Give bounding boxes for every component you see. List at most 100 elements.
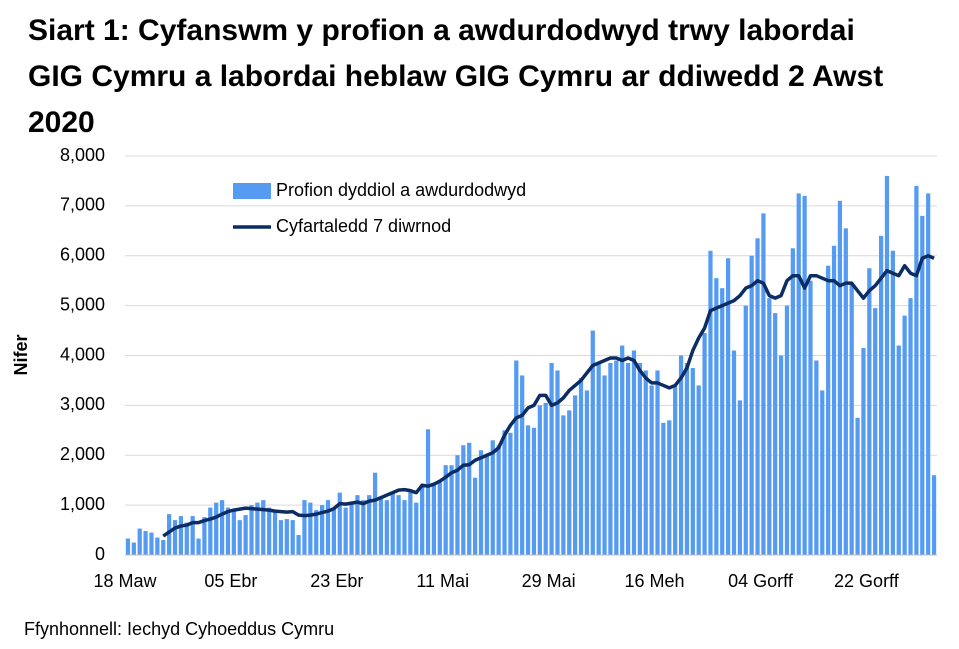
- bar: [614, 360, 619, 555]
- bar: [172, 520, 178, 555]
- bar: [408, 490, 413, 555]
- bar: [431, 485, 437, 555]
- bar: [131, 542, 136, 555]
- y-tick-label: 0: [95, 544, 105, 564]
- bar: [831, 245, 837, 555]
- bar: [826, 265, 831, 555]
- bar: [390, 492, 395, 555]
- bar: [802, 195, 807, 555]
- bar: [578, 377, 584, 555]
- bar: [643, 370, 648, 555]
- bar: [920, 215, 925, 555]
- legend-label: Profion dyddiol a awdurdodwyd: [276, 180, 526, 200]
- y-tick-label: 7,000: [60, 195, 105, 215]
- bar: [208, 507, 213, 555]
- bar: [237, 520, 242, 555]
- bar: [743, 305, 748, 555]
- bar: [143, 531, 148, 555]
- bar: [261, 500, 266, 555]
- bar: [319, 505, 325, 555]
- bar: [784, 305, 790, 555]
- bar: [367, 495, 372, 555]
- bar: [214, 502, 219, 555]
- bar: [714, 278, 719, 555]
- bar: [620, 345, 625, 555]
- bar: [761, 213, 766, 555]
- bar: [343, 507, 348, 555]
- bar: [514, 360, 519, 555]
- x-tick-label: 23 Ebr: [310, 571, 363, 591]
- bar: [543, 402, 548, 555]
- bar: [502, 430, 507, 555]
- bar: [843, 228, 848, 555]
- bar: [796, 193, 801, 555]
- bar: [184, 522, 189, 555]
- bar: [461, 445, 466, 555]
- bar: [414, 502, 419, 555]
- bar: [878, 235, 884, 556]
- bar: [667, 420, 672, 555]
- bar: [296, 535, 301, 555]
- bar: [455, 455, 460, 555]
- bar: [637, 362, 642, 555]
- bar: [284, 519, 289, 555]
- legend-swatch: [233, 183, 271, 199]
- chart-title: Siart 1: Cyfanswm y profion a awdurdodwy…: [28, 14, 884, 139]
- bar: [690, 367, 695, 555]
- bar: [737, 400, 743, 555]
- bar: [790, 248, 795, 556]
- bar: [531, 427, 537, 555]
- bar: [684, 362, 690, 555]
- bar: [808, 280, 813, 555]
- bar: [219, 500, 225, 555]
- bar: [155, 537, 160, 555]
- bar: [873, 308, 878, 555]
- y-tick-label: 2,000: [60, 444, 105, 464]
- bar: [631, 350, 637, 555]
- bar: [837, 200, 843, 555]
- bar: [849, 283, 854, 555]
- bar: [225, 507, 231, 555]
- bar: [555, 370, 560, 555]
- bar: [349, 502, 354, 555]
- x-tick-label: 11 Mai: [416, 571, 469, 591]
- bar: [673, 385, 678, 555]
- source: Ffynhonnell: Iechyd Cyhoeddus Cymru: [24, 619, 334, 639]
- bar: [420, 485, 425, 555]
- bar: [202, 517, 207, 555]
- bar: [926, 193, 931, 555]
- bar: [249, 505, 254, 555]
- bar: [720, 288, 725, 555]
- bar: [472, 477, 478, 555]
- bar: [902, 315, 907, 555]
- bar: [149, 532, 154, 555]
- bar: [167, 514, 172, 555]
- bar: [661, 422, 666, 555]
- bar: [608, 362, 613, 555]
- bar: [490, 440, 495, 555]
- bar: [855, 417, 860, 555]
- bar: [467, 442, 472, 555]
- bar: [308, 502, 313, 555]
- bar: [302, 500, 307, 555]
- bar: [496, 445, 501, 555]
- bar: [125, 538, 131, 555]
- bar: [596, 362, 601, 555]
- bar: [884, 175, 890, 555]
- bar: [567, 410, 572, 555]
- bar: [678, 355, 684, 555]
- bar: [520, 375, 525, 555]
- bar: [314, 510, 319, 555]
- bar: [355, 495, 360, 555]
- bar: [649, 385, 654, 555]
- bar: [896, 345, 901, 555]
- bar: [731, 350, 737, 555]
- bar: [190, 516, 195, 555]
- bar: [708, 250, 713, 555]
- bar: [573, 395, 578, 555]
- bar: [290, 520, 295, 555]
- bar: [378, 497, 384, 555]
- bar: [449, 465, 454, 555]
